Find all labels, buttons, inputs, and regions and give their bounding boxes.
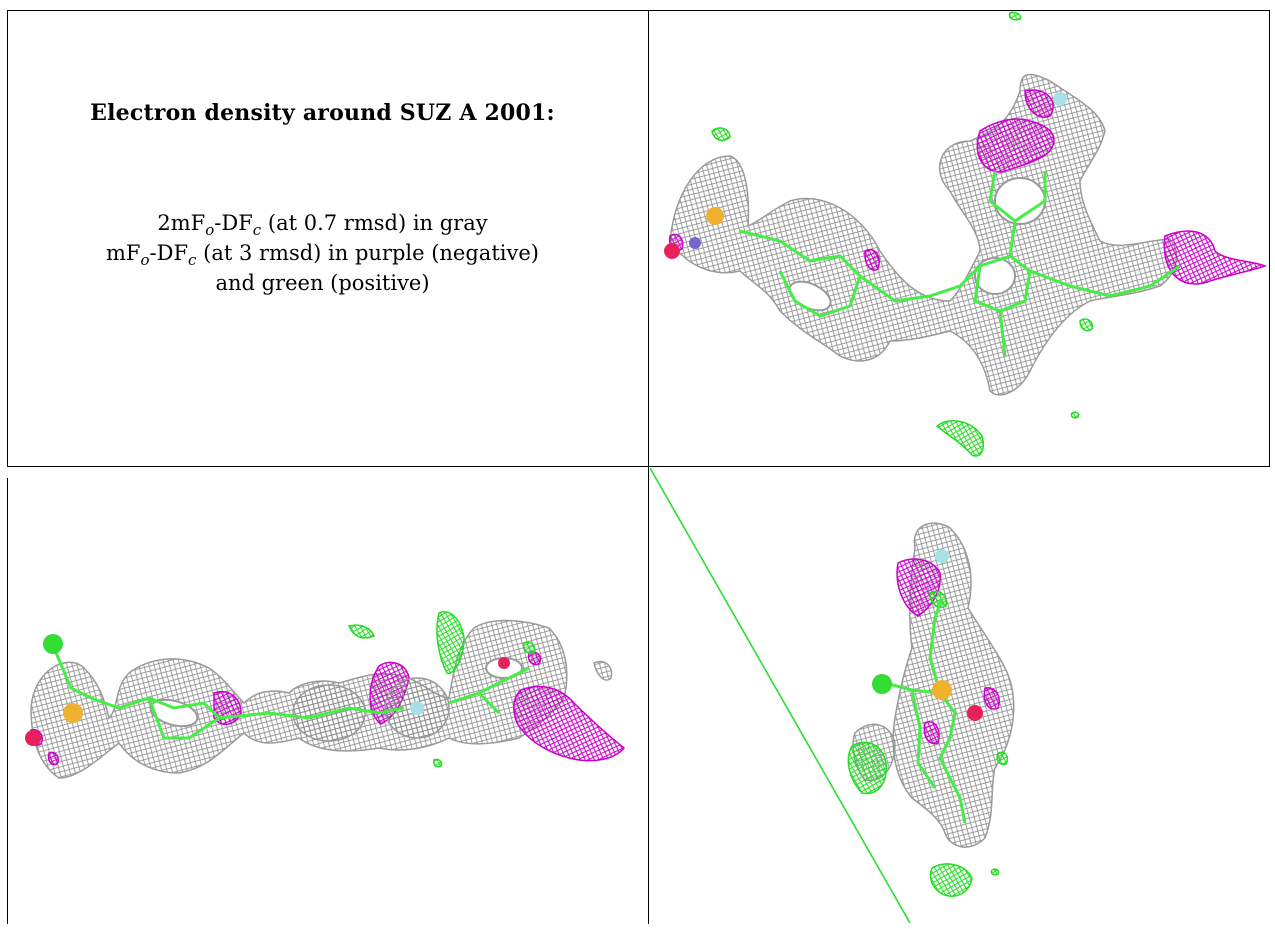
- green-mesh-positive: [347, 611, 536, 768]
- oxygen-atom-2: [498, 657, 510, 669]
- caption-line-fofc: mFo-DFc (at 3 rmsd) in purple (negative): [106, 241, 539, 270]
- sulfur-atom: [706, 207, 724, 225]
- atom-spheres: [664, 92, 1067, 259]
- caption-line-positive: and green (positive): [215, 271, 430, 295]
- oxygen-atom: [664, 243, 680, 259]
- density-view-bottom-left: [9, 468, 647, 923]
- oxygen-atom: [967, 705, 983, 721]
- ligand-model-bonds: [884, 597, 967, 824]
- table-middle-rule: [7, 466, 1270, 467]
- density-view-top-right: [650, 11, 1268, 465]
- density-view-bottom-right: [650, 468, 1268, 923]
- caption-description: 2mFo-DFc (at 0.7 rmsd) in gray mFo-DFc (…: [10, 208, 635, 298]
- fluorine-atom: [410, 701, 424, 715]
- ligand-model-bonds: [52, 647, 530, 740]
- atom-spheres: [25, 634, 510, 746]
- fluorine-atom: [1053, 92, 1067, 106]
- green-mesh-positive: [711, 11, 1094, 457]
- table-left-rule-top: [7, 10, 8, 466]
- chlorine-atom: [43, 634, 63, 654]
- table-top-rule: [7, 10, 1270, 11]
- purple-mesh-negative: [896, 558, 1000, 745]
- nitrogen-atom: [689, 237, 701, 249]
- gray-mesh-2fofc: [669, 73, 1178, 396]
- caption-line-2fofc: 2mFo-DFc (at 0.7 rmsd) in gray: [157, 211, 488, 240]
- purple-mesh-negative: [668, 89, 1267, 285]
- atom-spheres: [872, 549, 983, 721]
- table-left-rule-bottom: [7, 478, 8, 924]
- table-right-rule: [1269, 10, 1270, 466]
- fluorine-atom: [935, 549, 949, 563]
- caption-title: Electron density around SUZ A 2001:: [90, 100, 555, 126]
- table-center-rule: [648, 10, 649, 924]
- sulfur-atom: [63, 703, 83, 723]
- oxygen-atom: [25, 730, 41, 746]
- green-mesh-positive: [650, 468, 1009, 923]
- sulfur-atom: [932, 680, 952, 700]
- chlorine-atom: [872, 674, 892, 694]
- ligand-model-bonds: [739, 170, 1181, 357]
